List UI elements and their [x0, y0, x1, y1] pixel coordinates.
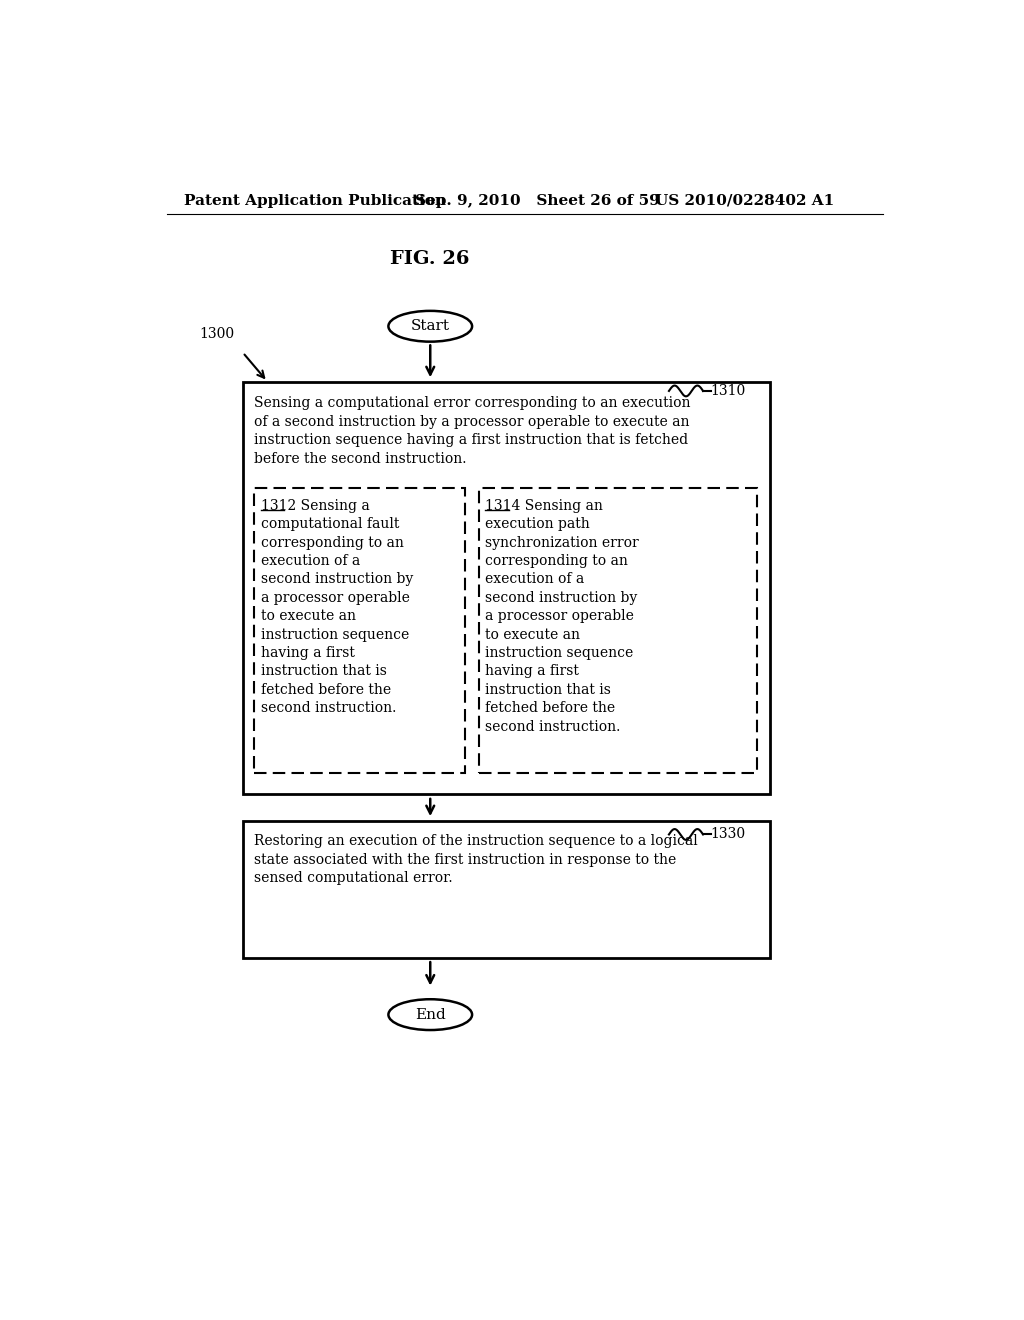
Bar — [479, 488, 757, 774]
Text: Sensing a computational error corresponding to an execution
of a second instruct: Sensing a computational error correspond… — [254, 396, 690, 466]
Text: Restoring an execution of the instruction sequence to a logical
state associated: Restoring an execution of the instructio… — [254, 834, 697, 886]
Bar — [243, 821, 770, 958]
Text: US 2010/0228402 A1: US 2010/0228402 A1 — [655, 194, 835, 207]
Bar — [243, 383, 770, 795]
Text: 1300: 1300 — [200, 327, 234, 341]
Text: FIG. 26: FIG. 26 — [390, 249, 470, 268]
Text: Patent Application Publication: Patent Application Publication — [183, 194, 445, 207]
Text: 1312 Sensing a
computational fault
corresponding to an
execution of a
second ins: 1312 Sensing a computational fault corre… — [260, 499, 413, 715]
Text: End: End — [415, 1007, 445, 1022]
Text: 1330: 1330 — [711, 828, 745, 841]
Bar — [254, 488, 465, 774]
Text: 1314 Sensing an
execution path
synchronization error
corresponding to an
executi: 1314 Sensing an execution path synchroni… — [485, 499, 639, 734]
Text: Sep. 9, 2010   Sheet 26 of 59: Sep. 9, 2010 Sheet 26 of 59 — [415, 194, 659, 207]
Text: 1310: 1310 — [711, 384, 746, 397]
Text: Start: Start — [411, 319, 450, 333]
